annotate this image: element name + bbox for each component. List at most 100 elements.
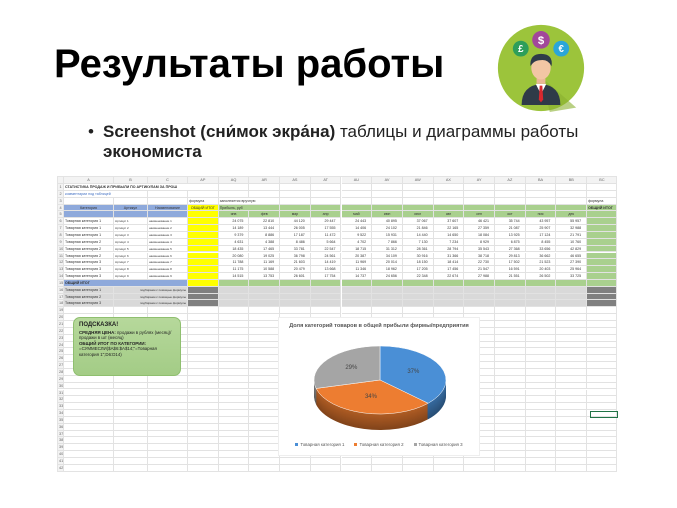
value-cell[interactable]: 17 187 [280,231,311,239]
value-cell[interactable]: 29 447 [310,218,342,226]
cell[interactable] [556,382,588,390]
column-header-AS[interactable]: AS [280,177,311,184]
cell[interactable] [433,458,465,465]
cell[interactable] [433,197,465,205]
column-header-AX[interactable]: AX [433,177,465,184]
value-cell[interactable]: 11 346 [341,266,373,274]
cell[interactable] [114,416,148,424]
cell[interactable] [587,293,616,301]
value-cell[interactable]: 10 760 [556,238,588,246]
cell[interactable] [310,458,342,465]
value-cell[interactable]: 31 366 [433,252,465,260]
cell[interactable] [372,197,403,205]
header-cell[interactable]: авг [433,211,465,219]
cell[interactable] [188,458,219,465]
cell[interactable] [587,396,616,404]
cell[interactable] [218,444,250,452]
cell[interactable] [402,458,434,465]
cell[interactable]: СТАТИСТИКА ПРОДАЖ И ПРИБЫЛИ ПО АРТИКУЛАМ… [64,184,219,191]
cell[interactable] [587,417,616,424]
cell[interactable] [218,321,250,328]
row-header[interactable]: 16 [58,286,64,294]
cell[interactable] [310,307,342,315]
cell[interactable] [525,286,557,294]
cell[interactable] [218,368,250,376]
cell[interactable] [587,431,616,438]
cell[interactable] [556,430,588,438]
row-header[interactable]: 39 [58,444,64,452]
cell[interactable] [556,184,588,191]
cell[interactable] [218,410,250,417]
value-cell[interactable]: 13 444 [249,225,281,232]
cell[interactable] [341,190,373,198]
value-cell[interactable]: 44 120 [280,218,311,226]
cell[interactable] [495,190,526,198]
value-cell[interactable]: 22 674 [433,273,465,280]
cell[interactable] [218,314,250,321]
cell[interactable] [495,197,526,205]
cell[interactable] [556,355,588,363]
cell[interactable] [587,403,616,411]
cell[interactable] [372,300,403,308]
value-cell[interactable]: 24 075 [218,218,250,226]
header-cell[interactable]: ноя [525,211,557,219]
value-cell[interactable]: 20 403 [525,266,557,274]
cell[interactable] [525,368,557,376]
header-cell[interactable]: фев [249,211,281,219]
cell[interactable] [525,190,557,198]
value-cell[interactable]: 19 025 [249,252,281,260]
cell[interactable] [188,464,219,471]
cell[interactable] [64,464,114,471]
cell[interactable] [310,300,342,308]
cell[interactable] [310,184,342,191]
cell[interactable] [218,286,250,294]
cell[interactable] [310,464,342,471]
cell[interactable] [188,368,219,376]
pie-slice-1[interactable] [379,345,447,404]
cell[interactable] [249,300,281,308]
cell[interactable] [495,293,526,301]
cell[interactable] [556,444,588,452]
value-cell[interactable]: 31 312 [372,245,403,253]
cell[interactable] [495,430,526,438]
cell[interactable] [249,307,281,315]
cell[interactable] [188,437,219,445]
row-header[interactable]: 8 [58,231,64,239]
cell[interactable] [188,300,219,308]
value-cell[interactable]: 18 150 [402,259,434,267]
cell[interactable] [218,464,250,471]
cell[interactable] [280,307,311,315]
header-cell[interactable]: Категория [64,204,114,212]
cell[interactable]: Артикул 7 [114,259,148,267]
header-cell[interactable]: сен [464,211,495,219]
cell[interactable] [464,286,495,294]
cell[interactable] [402,300,434,308]
cell[interactable] [249,464,281,471]
cell[interactable] [188,334,219,342]
value-cell[interactable]: 6 875 [495,238,526,246]
value-cell[interactable]: 17 456 [433,266,465,274]
column-header-BA[interactable]: BA [525,177,557,184]
cell[interactable] [310,286,342,294]
cell[interactable] [249,382,281,390]
cell[interactable] [188,396,219,404]
cell[interactable] [148,437,188,445]
value-cell[interactable]: 26 005 [280,225,311,232]
cell[interactable] [495,300,526,308]
value-cell[interactable]: 21 791 [556,231,588,239]
cell[interactable] [525,389,557,397]
cell[interactable] [495,396,526,404]
cell[interactable] [495,327,526,335]
cell[interactable] [218,334,250,342]
cell[interactable] [218,396,250,404]
cell[interactable] [188,327,219,335]
cell[interactable] [525,403,557,411]
cell[interactable] [64,403,114,411]
row-header[interactable]: 32 [58,396,64,404]
cell[interactable] [402,293,434,301]
cell[interactable] [114,396,148,404]
cell[interactable]: наименование 6 [148,252,188,260]
cell[interactable] [556,279,588,287]
pie-slice-2[interactable] [315,379,429,415]
cell[interactable] [188,286,219,294]
